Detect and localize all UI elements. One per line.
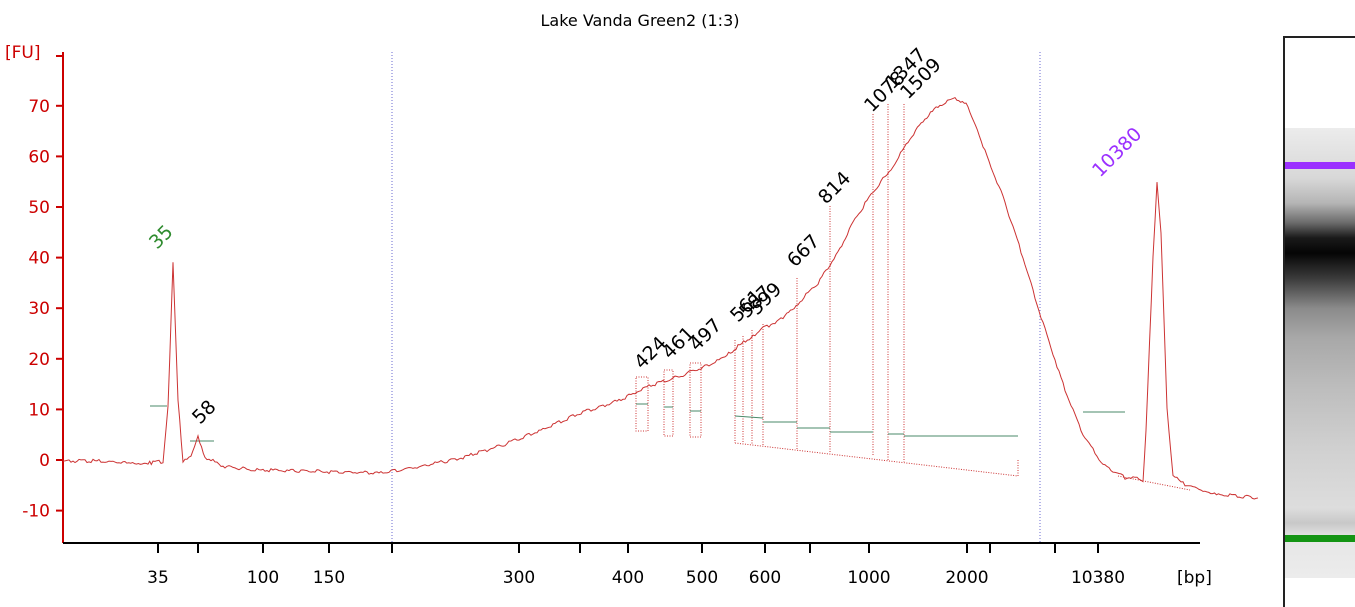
peak-label: 497 [685,314,726,355]
x-tick-label: 100 [247,568,279,588]
electropherogram-chart: Lake Vanda Green2 (1:3) [FU] [bp] -10 0 10… [5,11,1259,588]
lower-marker-band [1285,535,1355,542]
chart-title: Lake Vanda Green2 (1:3) [541,11,740,30]
y-axis-label: [FU] [5,43,41,63]
gel-lane [1283,36,1355,607]
y-tick-label: 70 [28,97,50,117]
y-tick-label: 50 [28,198,50,218]
y-ticks: -10 0 10 20 30 40 50 60 70 [22,55,63,522]
y-tick-label: 20 [28,350,50,370]
x-tick-label: 400 [612,568,644,588]
x-tick-label: 35 [147,568,169,588]
y-tick-label: 60 [28,147,50,167]
y-tick-label: -10 [22,502,50,522]
x-tick-label: 2000 [945,568,988,588]
x-axis-label: [bp] [1177,568,1212,588]
y-tick-label: 30 [28,299,50,319]
y-tick-label: 0 [39,451,50,471]
x-tick-label: 300 [503,568,535,588]
x-tick-label: 500 [686,568,718,588]
upper-marker-band [1285,162,1355,169]
region-means [150,403,1125,442]
gel-smear [1285,128,1355,578]
x-tick-label: 10380 [1071,568,1125,588]
peak-label: 58 [188,396,221,429]
peak-label: 35 [145,221,178,254]
x-tick-label: 600 [749,568,781,588]
trace-line [62,96,1259,500]
y-tick-label: 10 [28,400,50,420]
peak-label: 10380 [1088,123,1146,181]
x-tick-label: 1000 [847,568,890,588]
x-tick-label: 150 [313,568,345,588]
y-tick-label: 40 [28,249,50,269]
peak-labels: 3558424461497561587599667814107813471509… [145,44,1146,429]
x-ticks: 35 100 150 300 400 500 600 1000 2000 10380 [147,543,1125,588]
peak-label: 814 [814,167,855,208]
peak-label: 667 [783,230,824,271]
